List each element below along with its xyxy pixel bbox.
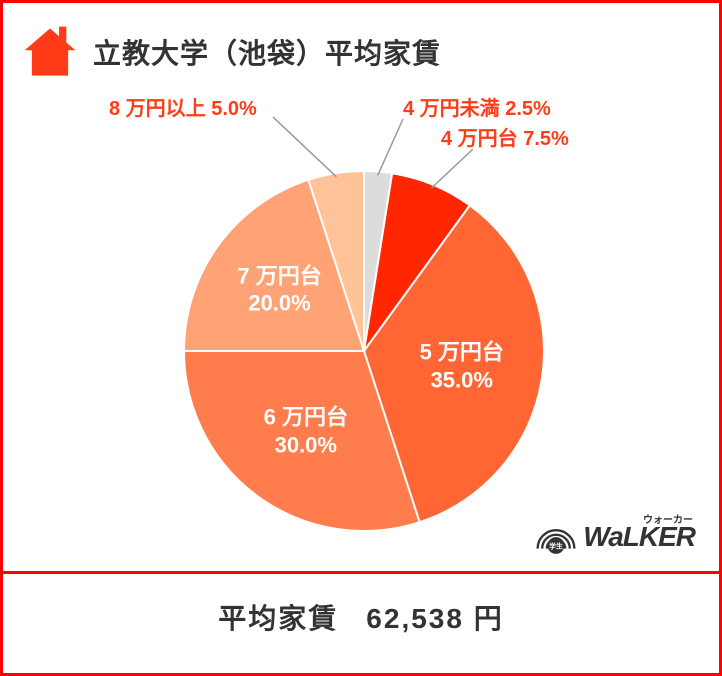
label-r5-line1: 5 万円台 xyxy=(420,340,504,365)
card: 立教大学（池袋）平均家賃 4 万円未満 2.5% 4 万円台 7.5% 8 万円… xyxy=(0,0,722,676)
label-r7: 7 万円台 20.0% xyxy=(237,262,321,317)
house-icon xyxy=(21,23,79,81)
logo-text: WaLKER ウォーカー xyxy=(583,521,695,553)
logo: 学生 WaLKER ウォーカー xyxy=(533,514,695,559)
footer: 平均家賃 62,538 円 xyxy=(3,571,719,659)
label-r4: 4 万円台 7.5% xyxy=(441,127,569,152)
logo-arch-icon: 学生 xyxy=(533,514,579,559)
header: 立教大学（池袋）平均家賃 xyxy=(3,3,719,91)
page-title: 立教大学（池袋）平均家賃 xyxy=(93,32,441,72)
pie-svg xyxy=(3,91,719,571)
label-r5: 5 万円台 35.0% xyxy=(420,339,504,394)
label-r6-line2: 30.0% xyxy=(275,432,337,457)
leader-r4 xyxy=(432,149,473,188)
label-r6-line1: 6 万円台 xyxy=(264,405,348,430)
label-r7-line1: 7 万円台 xyxy=(237,263,321,288)
label-r5-line2: 35.0% xyxy=(431,367,493,392)
footer-value: 62,538 円 xyxy=(366,597,503,637)
logo-ruby: ウォーカー xyxy=(643,511,693,526)
leader-lt4 xyxy=(378,119,403,175)
label-lt4: 4 万円未満 2.5% xyxy=(403,97,551,122)
label-r6: 6 万円台 30.0% xyxy=(264,404,348,459)
label-ge8: 8 万円以上 5.0% xyxy=(109,97,257,122)
footer-label: 平均家賃 xyxy=(218,597,338,637)
pie-chart: 4 万円未満 2.5% 4 万円台 7.5% 8 万円以上 5.0% 5 万円台… xyxy=(3,91,719,571)
logo-circle-text: 学生 xyxy=(549,542,563,551)
label-r7-line2: 20.0% xyxy=(248,291,310,316)
leader-ge8 xyxy=(273,117,336,177)
